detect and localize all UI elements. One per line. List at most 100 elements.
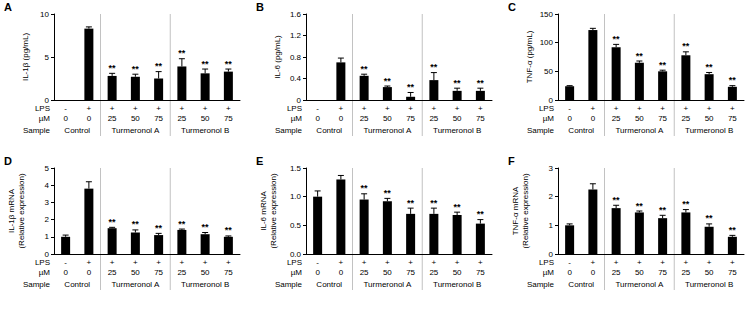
svg-text:Sample: Sample <box>275 280 303 289</box>
svg-text:Turmeronol B: Turmeronol B <box>181 126 229 135</box>
svg-text:+: + <box>660 258 665 267</box>
svg-text:50: 50 <box>383 114 392 123</box>
svg-text:Turmeronol B: Turmeronol B <box>685 280 733 289</box>
svg-text:µM: µM <box>543 114 555 123</box>
svg-text:+: + <box>408 104 413 113</box>
svg-text:Sample: Sample <box>527 126 555 135</box>
svg-text:+: + <box>110 104 115 113</box>
svg-text:75: 75 <box>406 268 415 277</box>
svg-text:+: + <box>684 258 689 267</box>
svg-text:Turmeronol B: Turmeronol B <box>433 126 481 135</box>
svg-text:F: F <box>508 155 515 167</box>
svg-text:75: 75 <box>406 114 415 123</box>
svg-text:+: + <box>730 104 735 113</box>
svg-text:25: 25 <box>681 114 690 123</box>
svg-text:+: + <box>203 104 208 113</box>
svg-text:+: + <box>614 104 619 113</box>
svg-text:0.0: 0.0 <box>290 250 302 259</box>
svg-text:**: ** <box>682 199 690 209</box>
svg-text:Sample: Sample <box>23 280 51 289</box>
svg-text:0: 0 <box>297 96 302 105</box>
svg-text:+: + <box>660 104 665 113</box>
svg-text:+: + <box>637 258 642 267</box>
svg-text:0: 0 <box>567 114 572 123</box>
svg-text:TNF-α (pg/mL): TNF-α (pg/mL) <box>525 30 534 83</box>
svg-text:1.6: 1.6 <box>290 10 302 19</box>
svg-text:TNF-α mRNA: TNF-α mRNA <box>511 186 520 235</box>
svg-text:**: ** <box>477 209 485 219</box>
svg-text:**: ** <box>202 222 210 232</box>
svg-text:E: E <box>256 155 263 167</box>
svg-text:25: 25 <box>360 268 369 277</box>
svg-text:+: + <box>432 104 437 113</box>
svg-text:Sample: Sample <box>275 126 303 135</box>
svg-text:**: ** <box>613 34 621 44</box>
svg-text:0: 0 <box>339 268 344 277</box>
svg-text:+: + <box>707 104 712 113</box>
svg-text:**: ** <box>407 82 415 92</box>
svg-text:50: 50 <box>635 114 644 123</box>
svg-text:+: + <box>591 104 596 113</box>
svg-text:Turmeronol B: Turmeronol B <box>685 126 733 135</box>
svg-text:75: 75 <box>224 114 233 123</box>
svg-text:0: 0 <box>549 250 554 259</box>
svg-text:LPS: LPS <box>35 104 50 113</box>
svg-text:**: ** <box>178 219 186 229</box>
svg-text:10: 10 <box>40 10 49 19</box>
svg-text:**: ** <box>613 195 621 205</box>
svg-text:2: 2 <box>549 192 554 201</box>
svg-text:75: 75 <box>728 268 737 277</box>
svg-text:25: 25 <box>360 114 369 123</box>
svg-text:+: + <box>591 258 596 267</box>
svg-text:LPS: LPS <box>287 258 302 267</box>
svg-text:25: 25 <box>429 268 438 277</box>
svg-text:**: ** <box>225 225 233 235</box>
svg-text:LPS: LPS <box>287 104 302 113</box>
svg-text:0: 0 <box>591 268 596 277</box>
svg-text:+: + <box>362 258 367 267</box>
svg-text:**: ** <box>682 41 690 51</box>
svg-text:Turmeronol B: Turmeronol B <box>181 280 229 289</box>
svg-text:**: ** <box>384 188 392 198</box>
svg-text:0: 0 <box>87 268 92 277</box>
svg-text:IL-6 (pg/mL): IL-6 (pg/mL) <box>273 35 282 79</box>
svg-text:C: C <box>508 1 516 13</box>
svg-text:LPS: LPS <box>539 258 554 267</box>
svg-text:+: + <box>133 104 138 113</box>
svg-text:**: ** <box>132 219 140 229</box>
svg-text:25: 25 <box>429 114 438 123</box>
svg-text:4: 4 <box>45 181 50 190</box>
svg-text:IL-1β (pg/mL): IL-1β (pg/mL) <box>21 33 30 82</box>
svg-text:0: 0 <box>567 268 572 277</box>
svg-text:+: + <box>226 104 231 113</box>
svg-text:+: + <box>156 258 161 267</box>
svg-text:0: 0 <box>45 250 50 259</box>
svg-text:**: ** <box>109 63 117 73</box>
svg-text:IL-6 mRNA: IL-6 mRNA <box>259 191 268 231</box>
svg-text:+: + <box>87 258 92 267</box>
svg-text:+: + <box>684 104 689 113</box>
svg-text:**: ** <box>155 223 163 233</box>
svg-text:**: ** <box>178 48 186 58</box>
svg-text:0: 0 <box>549 96 554 105</box>
svg-text:+: + <box>180 258 185 267</box>
svg-text:50: 50 <box>705 114 714 123</box>
svg-text:100: 100 <box>540 38 554 47</box>
svg-text:**: ** <box>155 61 163 71</box>
svg-text:**: ** <box>729 75 737 85</box>
svg-text:µM: µM <box>543 268 555 277</box>
svg-text:1.5: 1.5 <box>290 164 302 173</box>
svg-text:3: 3 <box>45 198 50 207</box>
svg-text:**: ** <box>729 225 737 235</box>
svg-text:5: 5 <box>45 164 50 173</box>
svg-text:0: 0 <box>45 96 50 105</box>
svg-text:Sample: Sample <box>23 126 51 135</box>
svg-text:**: ** <box>636 51 644 61</box>
svg-text:-: - <box>568 104 571 113</box>
svg-text:Turmeronol A: Turmeronol A <box>112 126 160 135</box>
svg-text:75: 75 <box>154 268 163 277</box>
svg-text:5: 5 <box>45 53 50 62</box>
svg-text:-: - <box>316 258 319 267</box>
svg-text:Sample: Sample <box>527 280 555 289</box>
svg-text:Turmeronol A: Turmeronol A <box>364 126 412 135</box>
